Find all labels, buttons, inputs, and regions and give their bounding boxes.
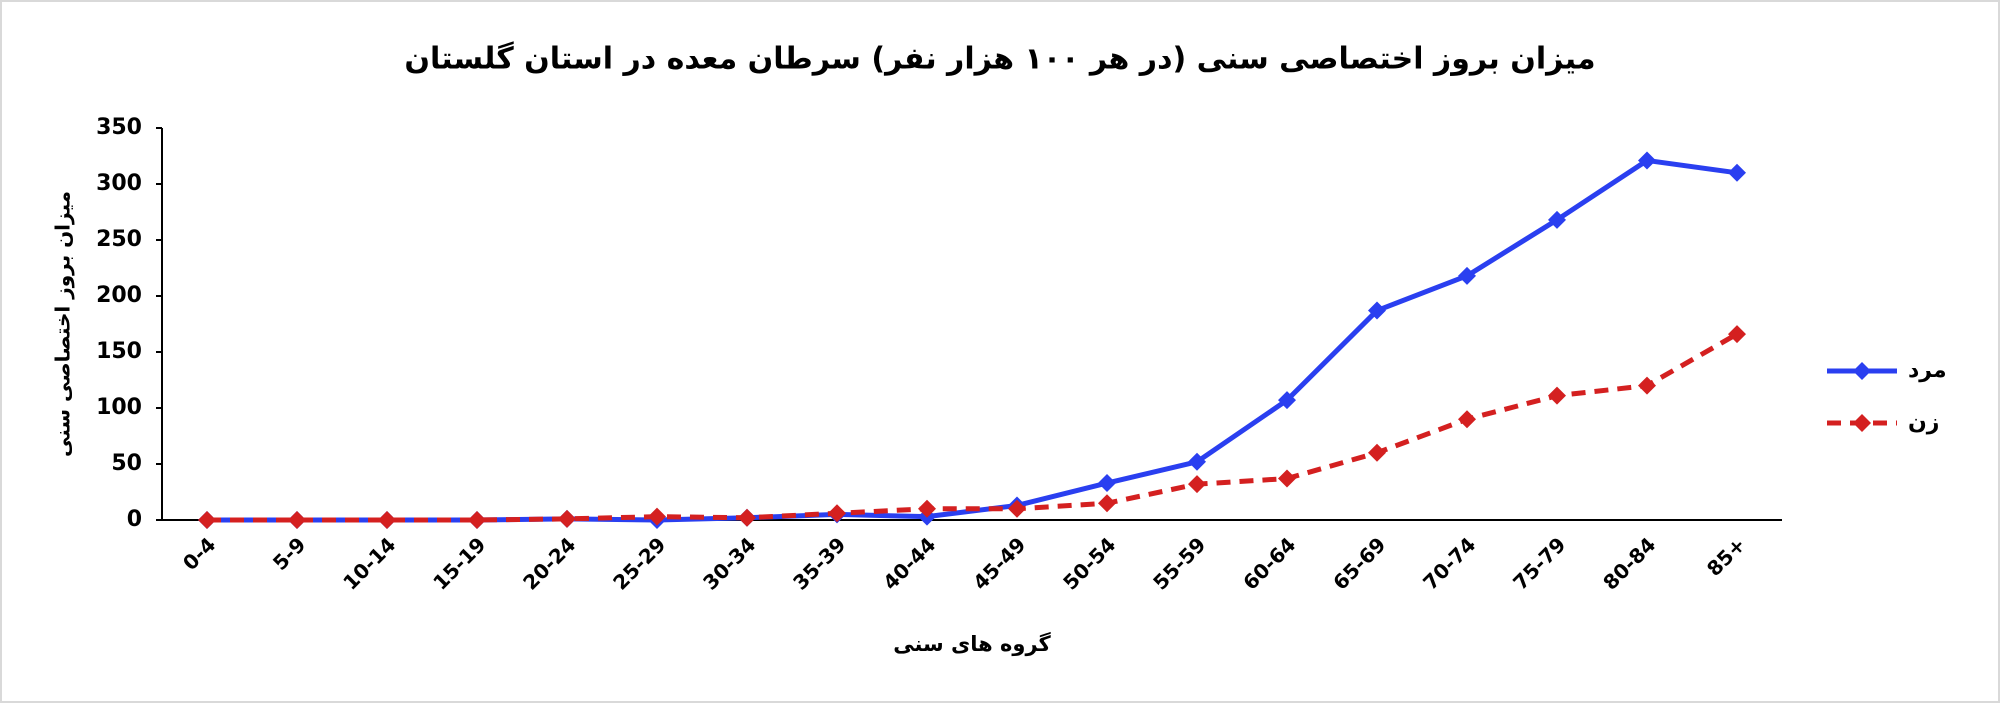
data-point [378,511,396,529]
data-point [648,507,666,526]
y-tick-label: 250 [96,227,142,252]
data-point [1638,151,1656,170]
data-point [1188,452,1206,471]
data-point [1548,210,1566,229]
data-point [1368,443,1386,462]
chart-title: میزان بروز اختصاصی سنی (در هر ۱۰۰ هزار ن… [404,41,1595,77]
data-point [1278,391,1296,410]
y-tick-label: 350 [96,115,142,140]
data-point [1458,266,1476,285]
y-tick-label: 300 [96,171,142,196]
data-point [828,504,846,523]
series-line [207,331,1739,523]
data-point [1638,376,1656,395]
data-point [1098,474,1116,493]
x-axis-title: گروه های سنی [893,631,1051,656]
data-point [288,511,306,529]
data-point [1008,499,1026,518]
data-point [918,499,936,518]
y-tick-label: 150 [96,339,142,364]
data-point [558,509,576,528]
legend-marker [1853,414,1871,432]
data-point [1728,163,1746,182]
y-tick-label: 50 [111,451,142,476]
data-point [198,511,216,529]
data-point [1098,494,1116,513]
data-point [738,508,756,527]
data-point [1458,410,1476,429]
data-point [1728,325,1746,344]
legend-label: مرد [1908,358,1947,383]
legend-label: زن [1908,410,1939,435]
data-point [468,511,486,529]
y-axis-title: میزان بروز اختصاصی سنی [51,191,75,457]
data-point [1278,469,1296,488]
y-tick-label: 0 [127,507,142,532]
y-tick-label: 200 [96,283,142,308]
y-tick-label: 100 [96,395,142,420]
data-point [1368,301,1386,320]
legend-marker [1853,362,1871,380]
data-point [1548,386,1566,405]
data-point [1188,475,1206,494]
